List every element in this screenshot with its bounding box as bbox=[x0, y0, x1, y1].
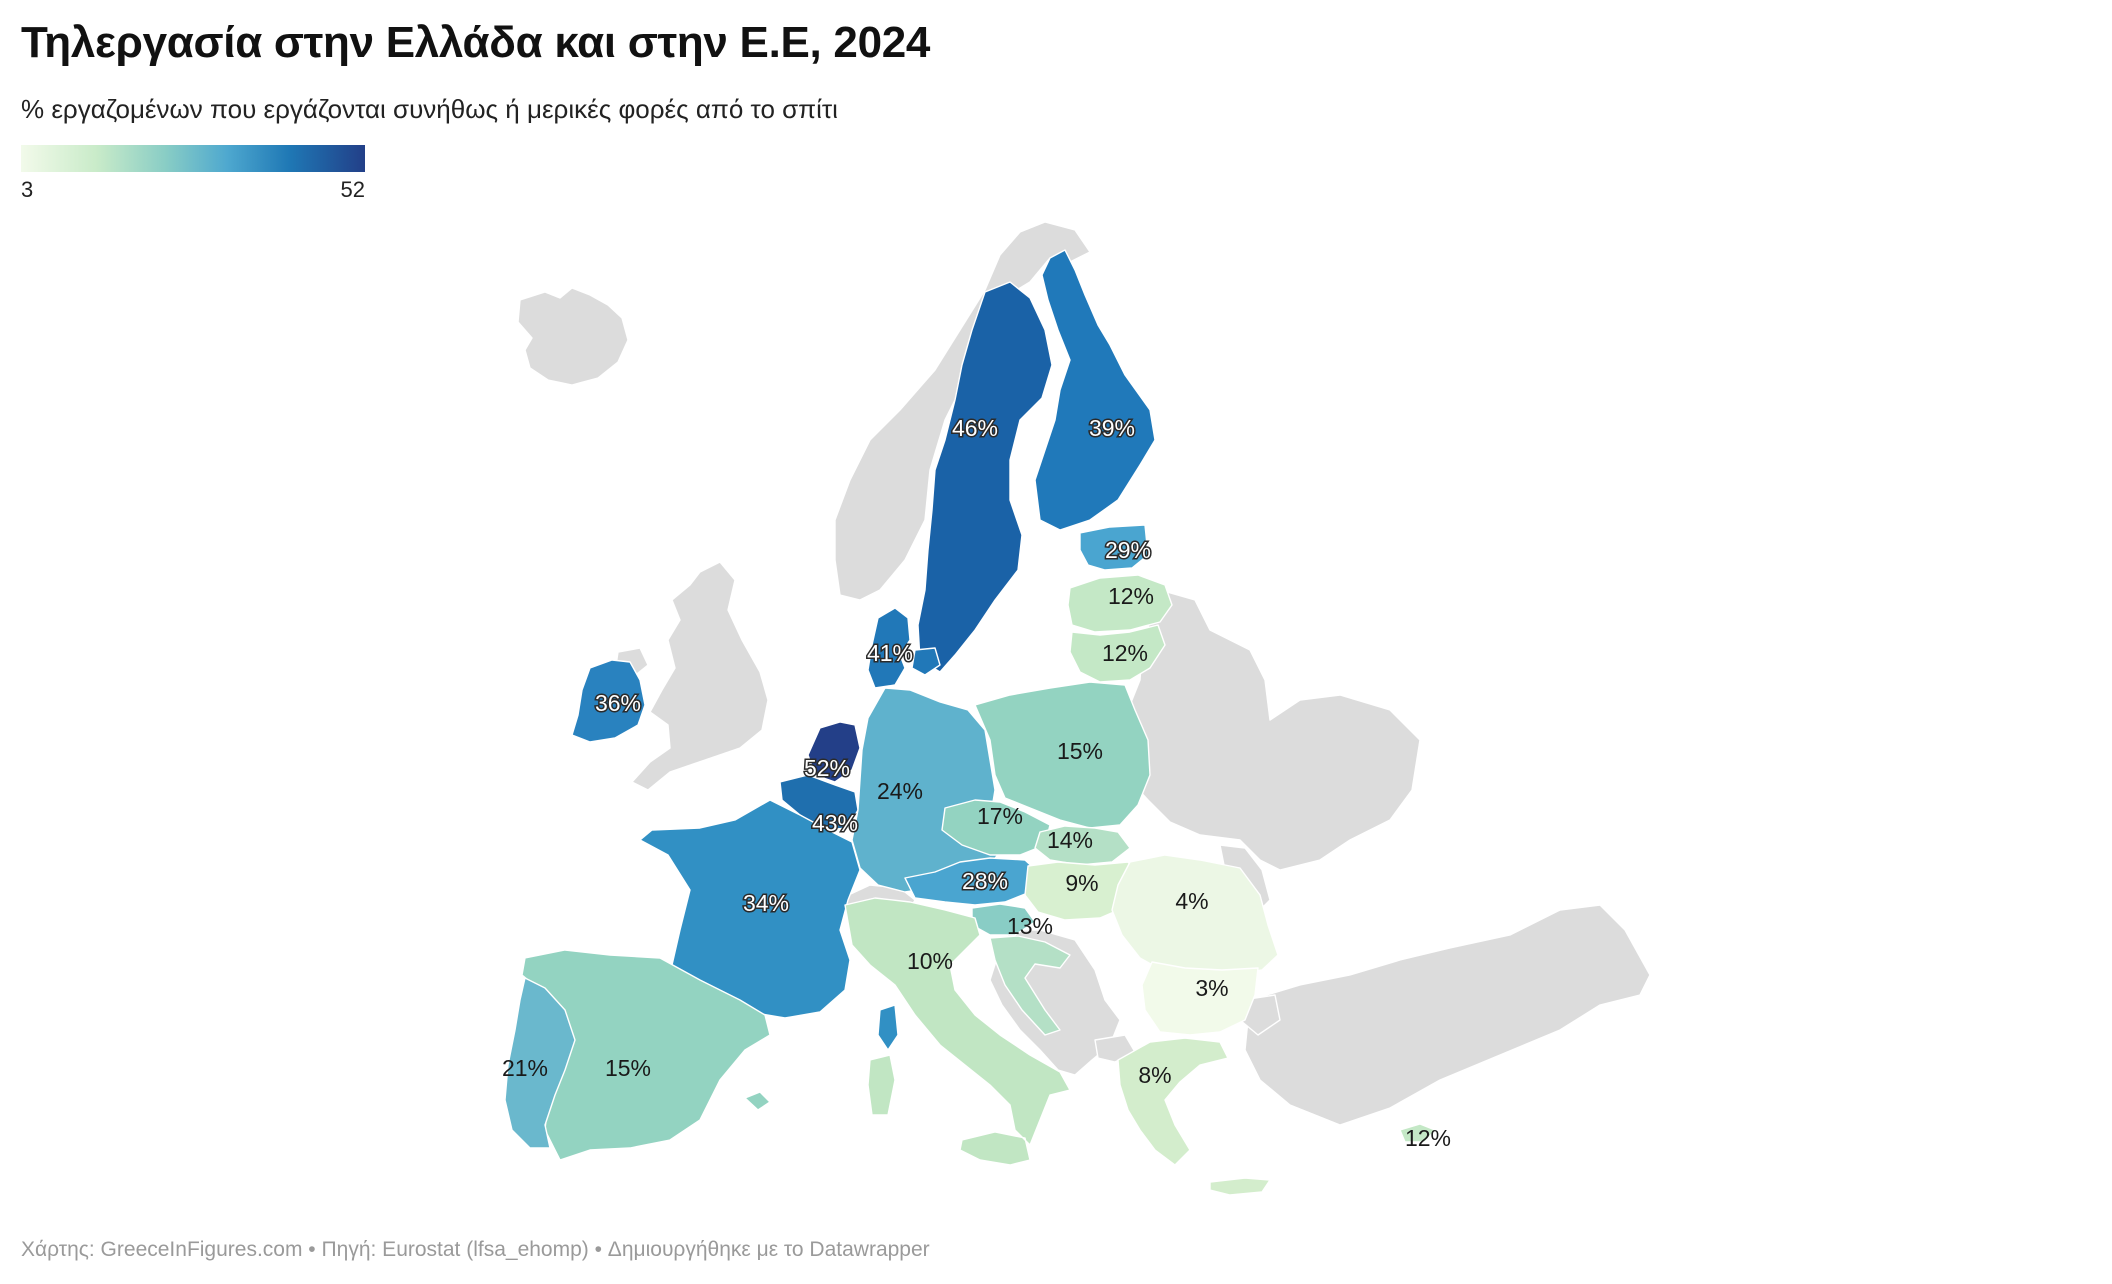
region-BE[interactable] bbox=[779, 774, 859, 831]
value-label-EE: 29% bbox=[1105, 537, 1151, 563]
value-label-DK: 41% bbox=[867, 640, 913, 666]
legend-min-label: 3 bbox=[21, 177, 34, 202]
value-label-PL: 15% bbox=[1057, 738, 1103, 764]
value-label-LV: 12% bbox=[1108, 583, 1154, 609]
source-footer: Χάρτης: GreeceInFigures.com • Πηγή: Euro… bbox=[21, 1238, 930, 1261]
value-label-DE: 24% bbox=[877, 778, 923, 804]
region-LV[interactable] bbox=[1067, 574, 1173, 633]
value-labels: 52% 46% 43% 41% 39% 36% 34% 29% 28% 24% 21% 17% 15% 1… bbox=[502, 414, 1451, 1152]
value-label-LT: 12% bbox=[1102, 640, 1148, 666]
value-label-RO: 4% bbox=[1175, 888, 1208, 914]
region-DK[interactable] bbox=[867, 607, 941, 689]
legend-gradient-bar bbox=[21, 145, 365, 172]
eu-countries bbox=[504, 249, 1436, 1196]
value-label-AT: 28% bbox=[962, 868, 1008, 894]
region-PL[interactable] bbox=[974, 681, 1151, 829]
iceland-shape bbox=[517, 287, 629, 386]
value-label-ES: 15% bbox=[605, 1055, 651, 1081]
region-CY[interactable] bbox=[1399, 1123, 1436, 1143]
value-label-SI: 13% bbox=[1007, 913, 1053, 939]
russia-belarus-ukraine-shape bbox=[1117, 589, 1421, 871]
legend-max-label: 52 bbox=[340, 177, 365, 202]
region-EE[interactable] bbox=[1079, 524, 1149, 571]
chart-subtitle: % εργαζομένων που εργάζονται συνήθως ή μ… bbox=[21, 94, 838, 124]
region-HR[interactable] bbox=[989, 935, 1071, 1036]
region-GR[interactable] bbox=[1117, 1037, 1271, 1196]
region-NL[interactable] bbox=[807, 721, 861, 783]
value-label-NL: 52% bbox=[804, 755, 850, 781]
region-FI[interactable] bbox=[1034, 249, 1156, 531]
value-label-CZ: 17% bbox=[977, 803, 1023, 829]
value-label-SE: 46% bbox=[952, 415, 998, 441]
region-IT[interactable] bbox=[844, 897, 1071, 1166]
value-label-FI: 39% bbox=[1089, 415, 1135, 441]
region-LT[interactable] bbox=[1069, 624, 1166, 683]
turkey-shape bbox=[1244, 904, 1651, 1126]
value-label-CY: 12% bbox=[1405, 1125, 1451, 1151]
region-BG[interactable] bbox=[1141, 961, 1259, 1036]
value-label-BG: 3% bbox=[1195, 975, 1228, 1001]
value-label-PT: 21% bbox=[502, 1055, 548, 1081]
color-legend: 3 52 bbox=[21, 145, 365, 202]
value-label-SK: 14% bbox=[1047, 827, 1093, 853]
value-label-IT: 10% bbox=[907, 948, 953, 974]
region-SK[interactable] bbox=[1034, 825, 1131, 866]
value-label-GR: 8% bbox=[1138, 1062, 1171, 1088]
chart-title: Τηλεργασία στην Ελλάδα και στην Ε.Ε, 202… bbox=[21, 18, 931, 67]
value-label-BE: 43% bbox=[812, 810, 858, 836]
region-PT[interactable] bbox=[504, 977, 576, 1149]
region-IE[interactable] bbox=[571, 659, 646, 743]
value-label-HU: 9% bbox=[1065, 870, 1098, 896]
value-label-FR: 34% bbox=[743, 890, 789, 916]
great-britain-shape bbox=[631, 561, 769, 791]
region-SE[interactable] bbox=[917, 281, 1053, 673]
value-label-IE: 36% bbox=[595, 690, 641, 716]
